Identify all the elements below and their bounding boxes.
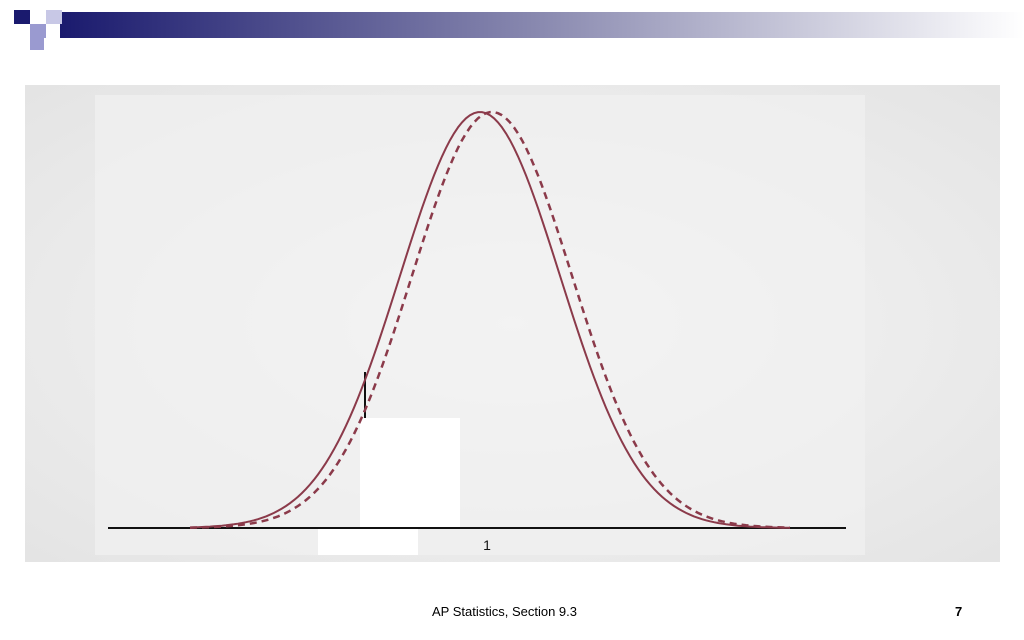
figure-inner xyxy=(95,95,865,555)
solid-curve xyxy=(189,111,791,529)
header-decoration xyxy=(14,10,1024,50)
footer-text: AP Statistics, Section 9.3 xyxy=(432,604,577,619)
axis-label: 1 xyxy=(483,537,491,553)
blank-patch xyxy=(360,418,460,528)
blank-patch xyxy=(318,528,418,555)
dashed-curve xyxy=(189,110,791,529)
page-number: 7 xyxy=(955,604,963,619)
